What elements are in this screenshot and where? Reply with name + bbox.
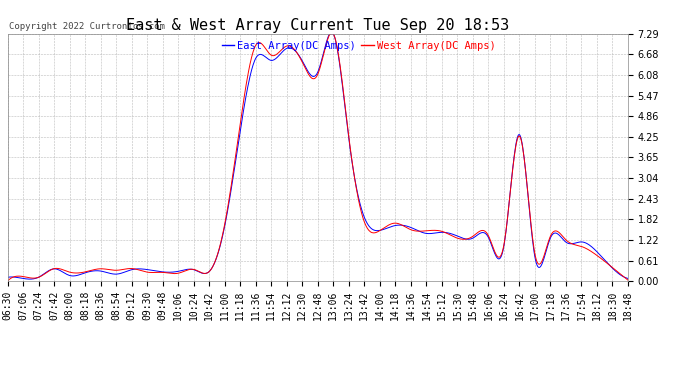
Text: Copyright 2022 Curtronics.com: Copyright 2022 Curtronics.com [9, 22, 165, 31]
Title: East & West Array Current Tue Sep 20 18:53: East & West Array Current Tue Sep 20 18:… [126, 18, 509, 33]
Legend: East Array(DC Amps), West Array(DC Amps): East Array(DC Amps), West Array(DC Amps) [217, 36, 500, 55]
